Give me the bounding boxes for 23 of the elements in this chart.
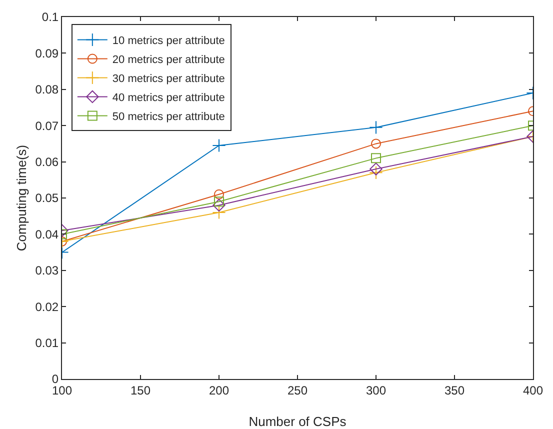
y-tick-label: 0.07 [35,118,59,133]
y-tick-label: 0.04 [35,227,59,242]
legend-label: 20 metrics per attribute [112,54,225,66]
legend-label: 50 metrics per attribute [112,111,225,124]
y-tick-label: 0.1 [42,10,59,24]
x-tick-label: 250 [287,383,308,398]
x-tick-label: 300 [366,383,386,398]
x-tick-label: 150 [130,383,151,398]
y-tick-label: 0.08 [35,82,59,97]
y-tick-label: 0.02 [35,300,59,314]
y-tick-label: 0.01 [35,336,59,350]
y-tick-label: 0.06 [35,155,59,169]
y-tick-label: 0.09 [35,46,59,60]
x-tick-label: 400 [522,383,544,398]
x-axis-title: Number of CSPs [248,414,347,429]
x-tick-label: 350 [444,383,465,398]
y-tick-label: 0.05 [35,191,59,206]
legend-label: 10 metrics per attribute [112,35,225,48]
y-tick-label: 0.03 [35,264,59,278]
y-axis-title: Computing time(s) [14,144,29,252]
legend-label: 30 metrics per attribute [112,73,225,86]
x-tick-label: 200 [208,383,230,398]
legend-label: 40 metrics per attribute [112,92,225,104]
